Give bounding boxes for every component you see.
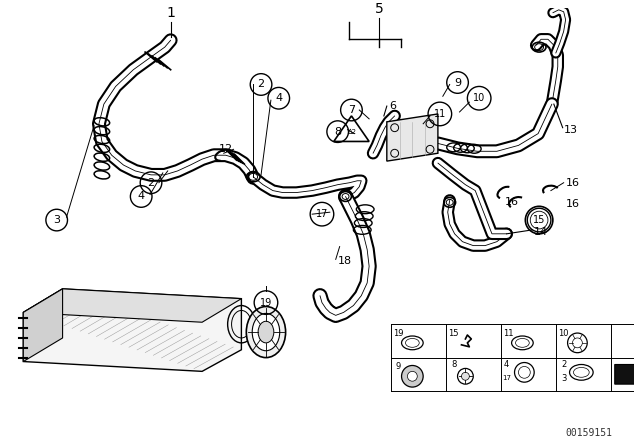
Text: 10: 10: [473, 93, 485, 103]
Polygon shape: [615, 365, 640, 384]
Text: 15: 15: [449, 328, 459, 337]
Text: 00159151: 00159151: [566, 428, 612, 438]
Ellipse shape: [252, 314, 280, 351]
Text: 17: 17: [502, 375, 511, 381]
Ellipse shape: [246, 306, 285, 358]
Text: 2: 2: [561, 360, 566, 369]
Polygon shape: [387, 114, 438, 161]
Text: 9: 9: [396, 362, 401, 371]
Text: 19: 19: [260, 297, 272, 308]
Text: 3: 3: [53, 215, 60, 225]
Text: 16: 16: [505, 198, 518, 207]
Text: 1: 1: [166, 6, 175, 20]
Text: 12: 12: [219, 144, 233, 154]
Text: 9: 9: [454, 78, 461, 87]
Text: 16: 16: [566, 199, 580, 209]
Text: 11: 11: [504, 328, 514, 337]
Text: 4: 4: [504, 360, 509, 369]
Text: 8: 8: [451, 360, 456, 369]
Text: 6: 6: [388, 101, 396, 111]
Text: 8: 8: [334, 127, 341, 137]
Polygon shape: [23, 289, 241, 322]
Text: 13: 13: [564, 125, 578, 135]
Text: 14: 14: [534, 227, 548, 237]
Text: 3: 3: [561, 374, 566, 383]
Polygon shape: [23, 289, 241, 371]
Text: 4: 4: [138, 191, 145, 202]
Ellipse shape: [258, 321, 274, 343]
Text: 4: 4: [275, 93, 282, 103]
Text: ∆2: ∆2: [347, 129, 356, 135]
Text: 2: 2: [257, 79, 264, 90]
Text: 19: 19: [394, 328, 404, 337]
Text: 16: 16: [566, 178, 580, 188]
Text: 10: 10: [559, 328, 569, 337]
Circle shape: [461, 372, 469, 380]
Circle shape: [401, 366, 423, 387]
Circle shape: [408, 371, 417, 381]
Text: 2: 2: [147, 178, 155, 188]
Text: 17: 17: [316, 209, 328, 219]
Text: 18: 18: [338, 256, 352, 266]
Text: 11: 11: [434, 109, 446, 119]
Text: 15: 15: [533, 215, 545, 225]
Text: 5: 5: [374, 2, 383, 16]
Polygon shape: [23, 289, 63, 362]
Text: 7: 7: [348, 105, 355, 115]
